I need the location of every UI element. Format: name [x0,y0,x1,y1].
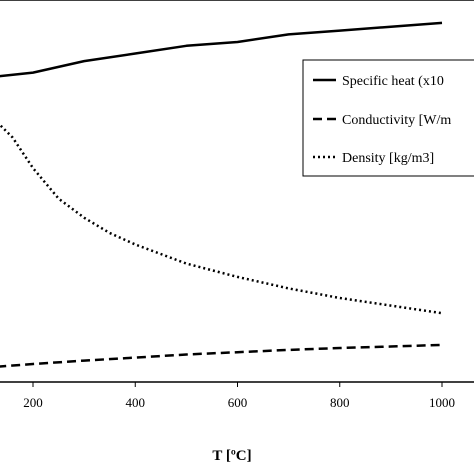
series-line-specific-heat [0,21,443,78]
series-line-density [0,123,443,315]
x-axis: 200 400 600 800 1000 [23,382,455,410]
x-axis-title: T [ºC] [212,448,251,464]
plot-area [0,21,443,368]
legend-label-conductivity: Conductivity [W/m [342,113,451,128]
series-line-conductivity [0,343,443,368]
x-tick-label: 1000 [429,395,455,410]
legend: Specific heat (x10 Conductivity [W/m Den… [302,59,474,177]
x-tick-label: 200 [23,395,43,410]
x-tick-label: 400 [126,395,146,410]
x-tick-label: 600 [228,395,248,410]
legend-label-density: Density [kg/m3] [342,151,434,166]
x-tick-label: 800 [330,395,350,410]
legend-label-specific-heat: Specific heat (x10 [342,74,444,89]
